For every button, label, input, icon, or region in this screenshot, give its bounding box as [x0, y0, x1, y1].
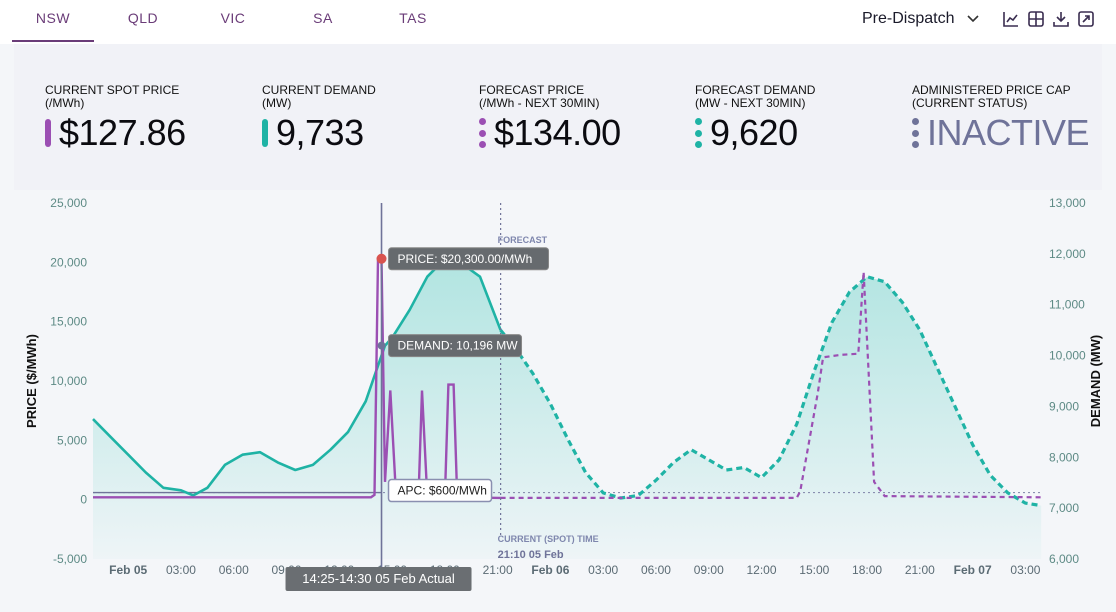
cursor-price-dot: [376, 253, 387, 264]
demand-marker-icon: [262, 119, 268, 147]
top-bar: NSW QLD VIC SA TAS Pre-Dispatch: [0, 0, 1116, 44]
tooltip-price: PRICE: $20,300.00/MWh: [388, 247, 550, 271]
stat-sublabel: (CURRENT STATUS): [912, 96, 1028, 110]
y-right-tick-label: 11,000: [1049, 298, 1085, 312]
tab-tas[interactable]: TAS: [399, 10, 427, 26]
y-left-tick-label: 5,000: [57, 433, 87, 447]
cursor-time-badge-bg: [285, 567, 472, 591]
y-right-tick-label: 10,000: [1049, 349, 1086, 363]
x-tick-label: Feb 06: [531, 563, 569, 577]
demand-area: [93, 258, 1042, 559]
tab-vic[interactable]: VIC: [220, 10, 246, 26]
y-right-tick-label: 9,000: [1049, 399, 1079, 413]
stat-value: $134.00: [494, 112, 621, 153]
y-right-tick-label: 7,000: [1049, 501, 1079, 515]
x-tick-label: 21:00: [483, 563, 513, 577]
tooltip-demand-bg: [388, 334, 523, 358]
stats-panel: CURRENT SPOT PRICE (/MWh) $127.86 CURREN…: [14, 44, 1102, 190]
current-time-label: CURRENT (SPOT) TIME: [498, 534, 599, 544]
stat-current-demand: CURRENT DEMAND (MW) 9,733: [262, 84, 376, 153]
tooltip-apc-text: APC: $600/MWh: [398, 484, 487, 498]
y-left-tick-label: 10,000: [50, 374, 87, 388]
stat-label: FORECAST DEMAND: [695, 83, 816, 97]
x-tick-label: 12:00: [747, 563, 777, 577]
price-marker-icon: [45, 119, 51, 147]
price-demand-chart[interactable]: 25,000 20,000 15,000 10,000 5,000 0 -5,000 PRIC…: [0, 190, 1116, 612]
forecast-label: FORECAST: [498, 235, 548, 245]
line-chart-icon[interactable]: [1002, 10, 1020, 28]
stat-value: $127.86: [59, 112, 186, 153]
tab-nsw[interactable]: NSW: [12, 0, 94, 42]
x-tick-label: 03:00: [588, 563, 618, 577]
stat-label: ADMINISTERED PRICE CAP: [912, 83, 1071, 97]
y-right-tick-label: 8,000: [1049, 450, 1079, 464]
x-axis: Feb 05 03:00 06:00 09:00 12:00 15:00 18:00 21:0…: [109, 563, 1041, 577]
grid-icon[interactable]: [1027, 10, 1045, 28]
download-icon[interactable]: [1052, 10, 1070, 28]
annotations: FORECAST CURRENT (SPOT) TIME 21:10 05 Feb P…: [285, 203, 599, 591]
stat-forecast-price: FORECAST PRICE (/MWh - NEXT 30MIN) $134.…: [479, 84, 621, 153]
cursor-demand-dot: [377, 341, 386, 350]
x-tick-label: Feb 07: [954, 563, 992, 577]
x-tick-label: 06:00: [219, 563, 249, 577]
stat-label: CURRENT SPOT PRICE: [45, 83, 180, 97]
x-tick-label: 09:00: [694, 563, 724, 577]
y-right-axis-title: DEMAND (MW): [1088, 335, 1103, 427]
y-right-tick-label: 12,000: [1049, 247, 1086, 261]
tooltip-price-text: PRICE: $20,300.00/MWh: [398, 252, 533, 266]
mode-dropdown[interactable]: Pre-Dispatch: [862, 10, 980, 28]
tooltip-apc: APC: $600/MWh: [387, 478, 493, 503]
mode-label: Pre-Dispatch: [862, 10, 955, 27]
stat-value: 9,733: [276, 112, 364, 153]
stat-price-cap: ADMINISTERED PRICE CAP (CURRENT STATUS) …: [912, 83, 1090, 153]
tooltip-price-bg: [388, 247, 550, 271]
x-tick-label: 18:00: [852, 563, 882, 577]
expand-icon[interactable]: [1077, 10, 1095, 28]
y-left-axis-title: PRICE ($/MWh): [24, 334, 39, 428]
demand-actual-line: [92, 257, 502, 497]
tooltip-demand-text: DEMAND: 10,196 MW: [398, 339, 519, 353]
stat-sublabel: (MW - NEXT 30MIN): [695, 96, 806, 110]
forecast-price-marker-icon: [479, 118, 486, 148]
y-axis-left: 25,000 20,000 15,000 10,000 5,000 0 -5,000 PRIC…: [24, 196, 87, 566]
stat-label: FORECAST PRICE: [479, 83, 585, 97]
stat-value: 9,620: [710, 112, 798, 153]
demand-forecast-line: [499, 274, 1042, 508]
stat-sublabel: (MW): [262, 96, 292, 110]
chevron-down-icon: [967, 15, 980, 23]
tab-qld[interactable]: QLD: [127, 10, 159, 26]
toolbar: [1002, 10, 1102, 28]
y-axis-right: 13,000 12,000 11,000 10,000 9,000 8,000 7,000 6…: [1049, 196, 1103, 566]
x-tick-label: 15:00: [799, 563, 829, 577]
y-left-tick-label: 15,000: [50, 315, 87, 329]
y-left-tick-label: -5,000: [53, 552, 87, 566]
cursor-time-text: 14:25-14:30 05 Feb Actual: [302, 571, 455, 586]
stat-value: INACTIVE: [927, 112, 1090, 153]
region-tabs: NSW QLD VIC SA TAS: [12, 0, 454, 44]
series-layer: [92, 257, 1043, 559]
price-cap-marker-icon: [912, 118, 919, 148]
tooltip-demand: DEMAND: 10,196 MW: [388, 334, 523, 358]
y-right-tick-label: 6,000: [1049, 552, 1079, 566]
tooltip-apc-bg: [387, 478, 493, 503]
x-tick-label: 03:00: [166, 563, 196, 577]
stat-sublabel: (/MWh): [45, 96, 85, 110]
stat-forecast-demand: FORECAST DEMAND (MW - NEXT 30MIN) 9,620: [695, 84, 815, 153]
x-tick-label: 03:00: [1010, 563, 1040, 577]
stat-spot-price: CURRENT SPOT PRICE (/MWh) $127.86: [45, 84, 186, 153]
stat-label: CURRENT DEMAND: [262, 83, 376, 97]
stat-sublabel: (/MWh - NEXT 30MIN): [479, 96, 600, 110]
x-tick-label: 06:00: [641, 563, 671, 577]
x-tick-label: 21:00: [905, 563, 935, 577]
cursor-time-badge: 14:25-14:30 05 Feb Actual: [285, 567, 472, 591]
y-left-tick-label: 0: [80, 493, 87, 507]
x-tick-label: Feb 05: [109, 563, 147, 577]
current-time-value: 21:10 05 Feb: [498, 549, 564, 561]
y-left-tick-label: 20,000: [50, 255, 87, 269]
tab-sa[interactable]: SA: [313, 10, 333, 26]
y-right-tick-label: 13,000: [1049, 196, 1086, 210]
forecast-demand-marker-icon: [695, 118, 702, 148]
price-forecast-line: [500, 271, 1042, 499]
y-left-tick-label: 25,000: [50, 196, 87, 210]
